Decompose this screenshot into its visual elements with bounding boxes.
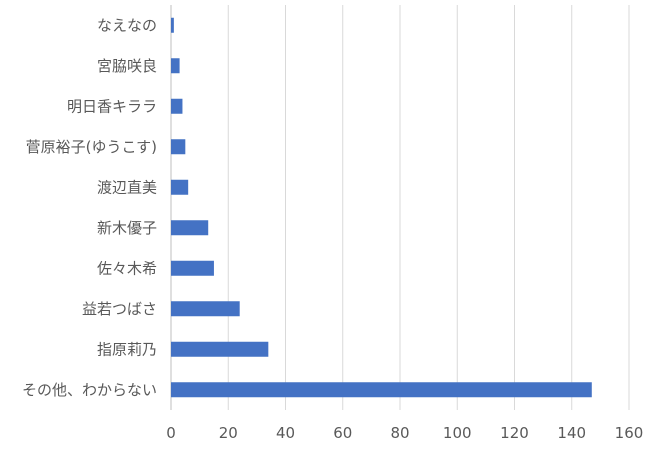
category-label: 明日香キララ	[67, 97, 157, 115]
category-label: その他、わからない	[22, 381, 157, 399]
bar	[171, 220, 209, 236]
bar	[171, 260, 214, 276]
category-label: なえなの	[97, 16, 157, 34]
bar	[171, 179, 189, 195]
x-tick-label: 80	[390, 424, 409, 442]
bar	[171, 382, 592, 398]
x-tick-label: 60	[333, 424, 352, 442]
x-tick-labels: 0 20 40 60 80 100 120 140 160	[166, 424, 643, 442]
x-tick-label: 0	[166, 424, 176, 442]
bar	[171, 58, 180, 74]
bar	[171, 301, 240, 317]
x-tick-label: 40	[276, 424, 295, 442]
bar	[171, 17, 174, 33]
category-label: 新木優子	[97, 219, 157, 237]
x-tick-label: 140	[557, 424, 586, 442]
category-label: 佐々木希	[97, 259, 157, 277]
x-tick-label: 20	[219, 424, 238, 442]
gridlines	[170, 5, 630, 410]
bar	[171, 139, 186, 155]
x-tick-label: 100	[443, 424, 472, 442]
category-label: 益若つばさ	[82, 300, 157, 318]
bar	[171, 98, 183, 114]
category-label: 宮脇咲良	[97, 57, 157, 75]
bars	[171, 17, 592, 398]
bar	[171, 341, 269, 357]
category-label: 菅原裕子(ゆうこす)	[26, 138, 157, 156]
category-label: 指原莉乃	[97, 340, 157, 358]
category-label: 渡辺直美	[97, 178, 157, 196]
x-tick-label: 120	[500, 424, 529, 442]
x-tick-label: 160	[615, 424, 644, 442]
